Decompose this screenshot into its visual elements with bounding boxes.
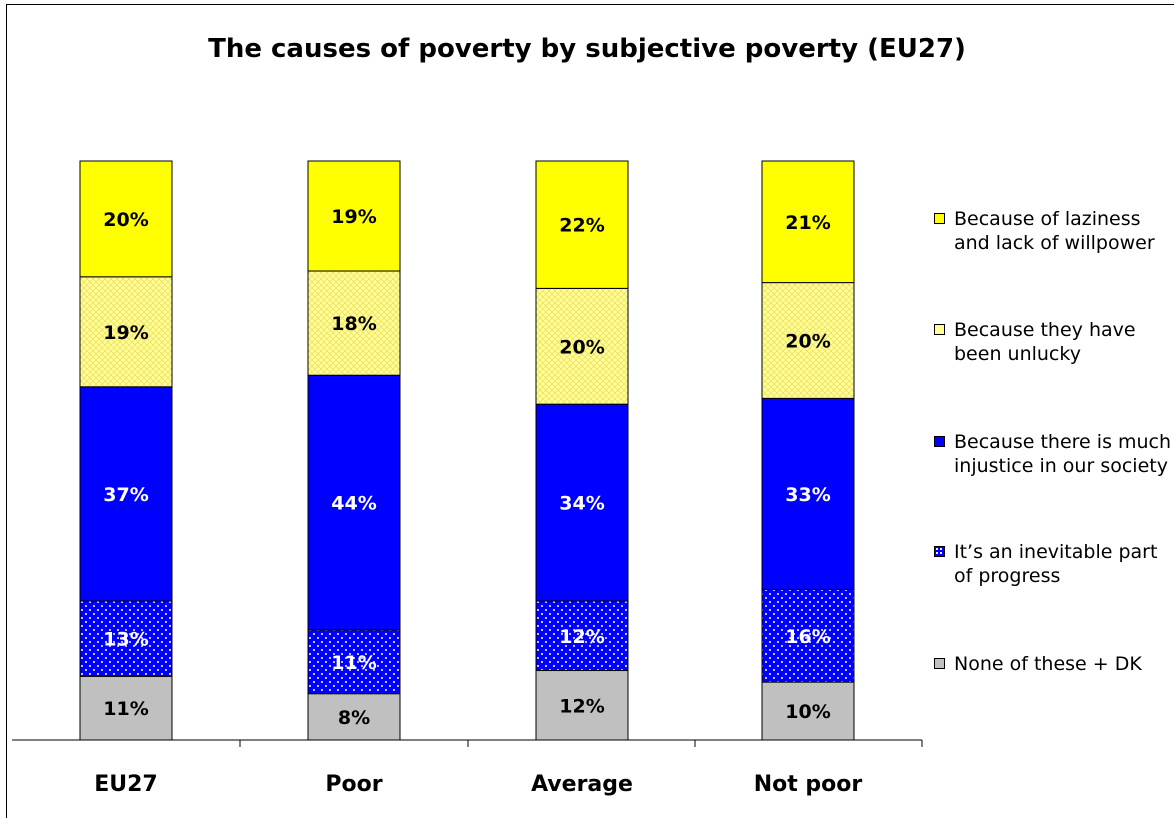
legend-swatch-gray <box>934 658 945 669</box>
legend-swatch-yellow <box>934 213 945 224</box>
data-label: 11% <box>331 652 376 674</box>
data-label: 8% <box>338 707 370 729</box>
data-label: 10% <box>785 701 830 723</box>
data-label: 16% <box>785 626 830 648</box>
data-label: 11% <box>103 698 148 720</box>
bar-segment-injustice <box>761 397 855 590</box>
data-label: 34% <box>559 493 604 515</box>
chart-frame <box>6 4 1174 818</box>
bar-segment-unlucky <box>535 287 629 405</box>
x-tick-label: EU27 <box>94 772 158 797</box>
data-label: 18% <box>331 313 376 335</box>
legend-label: It’s an inevitable part of progress <box>954 541 1158 587</box>
bar-segment-laziness <box>79 160 173 278</box>
bar-segment-unlucky <box>307 270 401 376</box>
legend-label: Because there is much injustice in our s… <box>954 431 1172 477</box>
x-tick-label: Poor <box>325 772 382 797</box>
data-label: 19% <box>103 322 148 344</box>
data-label: 20% <box>103 209 148 231</box>
legend-swatch-blue <box>934 436 945 447</box>
bar-segment-injustice <box>79 386 173 602</box>
legend-label: Because they have been unlucky <box>954 319 1136 365</box>
bar-segment-injustice <box>535 403 629 602</box>
bar-segment-laziness <box>535 160 629 289</box>
legend-label: None of these + DK <box>954 653 1142 675</box>
data-label: 12% <box>559 695 604 717</box>
data-label: 44% <box>331 493 376 515</box>
x-tick-label: Not poor <box>754 772 863 797</box>
bar-segment-laziness <box>307 160 401 272</box>
data-label: 21% <box>785 212 830 234</box>
bar-segment-unlucky <box>761 282 855 399</box>
data-label: 22% <box>559 215 604 237</box>
x-tick-label: Average <box>531 772 633 797</box>
data-label: 20% <box>559 336 604 358</box>
bar-segment-progress <box>79 600 173 677</box>
data-label: 20% <box>785 330 830 352</box>
bar-segment-unlucky <box>79 276 173 388</box>
data-label: 33% <box>785 484 830 506</box>
bar-segment-none <box>535 670 629 741</box>
legend-swatch-dotted-blue <box>934 546 945 557</box>
data-label: 19% <box>331 206 376 228</box>
legend-label: Because of laziness and lack of willpowe… <box>954 208 1155 254</box>
chart-title: The causes of poverty by subjective pove… <box>208 34 966 64</box>
bar-segment-progress <box>535 600 629 672</box>
legend-swatch-light-yellow <box>934 324 945 335</box>
bar-segment-none <box>79 675 173 741</box>
bar-segment-none <box>307 693 401 741</box>
bar-segment-laziness <box>761 160 855 284</box>
data-label: 37% <box>103 484 148 506</box>
data-label: 13% <box>103 629 148 651</box>
data-label: 12% <box>559 626 604 648</box>
